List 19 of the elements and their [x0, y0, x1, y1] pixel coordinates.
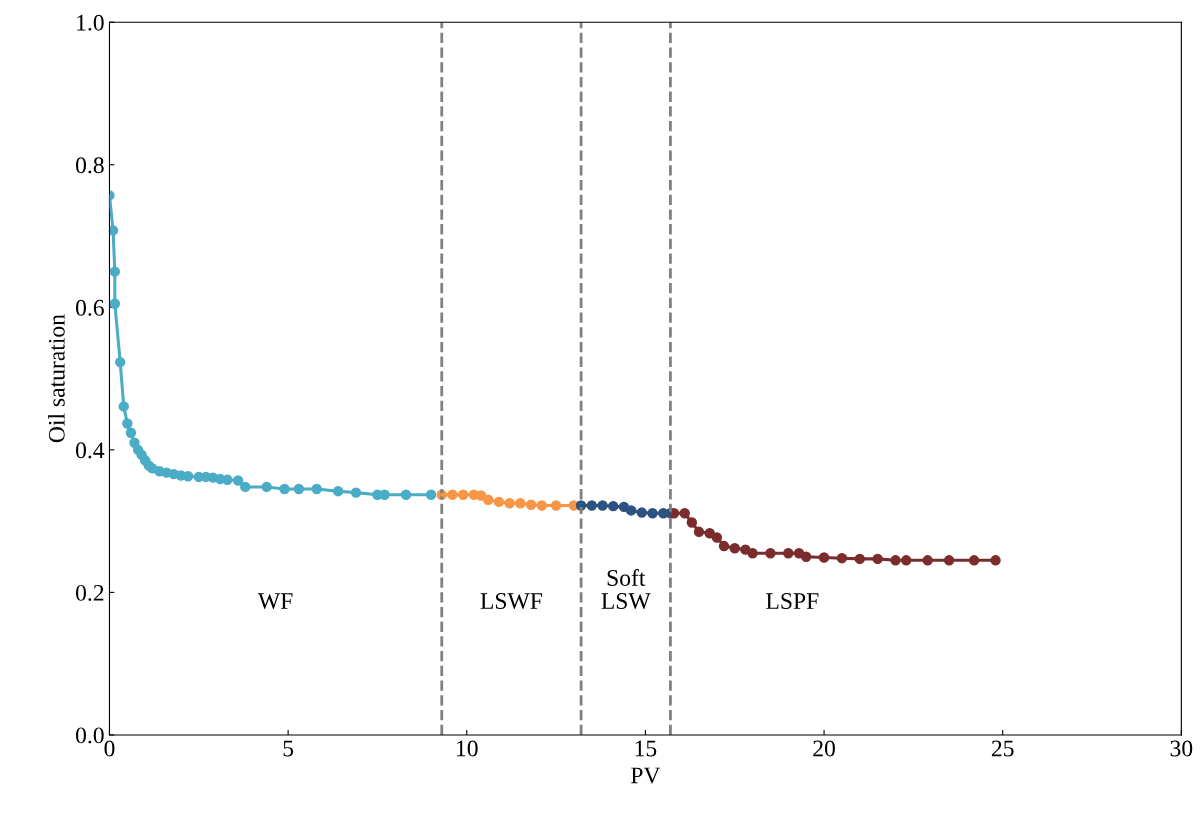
- x-tick-label: 30: [1170, 740, 1193, 757]
- annotation: LSWF: [480, 593, 543, 610]
- y-axis-title: Oil saturation: [48, 314, 65, 443]
- y-tick-label: 0.8: [76, 157, 104, 174]
- x-tick-label: 0: [104, 740, 115, 757]
- x-tick-label: 25: [991, 740, 1014, 757]
- y-tick-label: 1.0: [77, 14, 104, 31]
- annotation: WF: [257, 593, 293, 610]
- x-tick-label: 15: [635, 740, 657, 757]
- x-tick-label: 10: [457, 740, 478, 757]
- y-tick-label: 0.0: [76, 727, 104, 744]
- y-tick-label: 0.2: [76, 584, 104, 601]
- x-axis-title: PV: [631, 767, 661, 784]
- y-tick-label: 0.4: [76, 442, 105, 459]
- x-tick-label: 20: [813, 740, 835, 757]
- annotation: LSPF: [766, 593, 819, 609]
- y-tick-label: 0.6: [76, 299, 104, 316]
- annotation: Soft LSW: [601, 569, 651, 610]
- x-tick-label: 5: [283, 740, 294, 757]
